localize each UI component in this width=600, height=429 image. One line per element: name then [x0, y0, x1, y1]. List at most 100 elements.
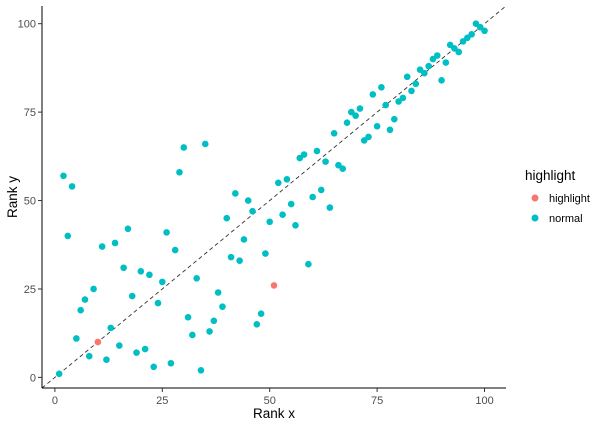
point-normal-19 [141, 345, 149, 353]
point-normal-44 [249, 207, 256, 215]
point-normal-30 [189, 331, 196, 339]
point-normal-9 [98, 243, 106, 250]
point-normal-28 [180, 144, 188, 151]
x-tick-label-75: 75 [371, 395, 383, 407]
point-normal-74 [382, 101, 390, 109]
y-axis-title: Rank y [5, 176, 20, 218]
reference-line-y-equals-x [41, 5, 507, 389]
point-normal-84 [425, 62, 432, 70]
point-normal-23 [159, 278, 166, 286]
point-normal-37 [219, 303, 226, 310]
point-normal-15 [124, 225, 132, 233]
x-tick-label-50: 50 [264, 395, 276, 407]
point-normal-24 [163, 229, 170, 236]
point-normal-32 [197, 367, 205, 374]
point-normal-52 [287, 200, 295, 208]
point-normal-57 [309, 193, 316, 201]
y-tick-label-100: 100 [18, 19, 36, 31]
point-normal-39 [227, 253, 235, 261]
point-normal-64 [339, 165, 347, 172]
point-normal-21 [150, 363, 157, 371]
legend-title: highlight [525, 168, 576, 183]
point-normal-88 [442, 59, 450, 66]
point-normal-26 [171, 246, 179, 254]
point-normal-59 [317, 186, 325, 194]
point-normal-2 [64, 232, 72, 240]
point-normal-11 [107, 324, 115, 332]
x-tick-label-25: 25 [156, 395, 168, 407]
point-normal-41 [236, 257, 243, 264]
point-normal-17 [133, 349, 140, 356]
point-normal-35 [210, 317, 218, 325]
point-normal-79 [403, 73, 411, 81]
point-normal-83 [421, 69, 428, 77]
point-normal-31 [193, 275, 200, 282]
legend: highlight highlight normal [525, 168, 590, 225]
point-normal-73 [378, 84, 385, 91]
point-normal-38 [223, 214, 231, 222]
point-normal-10 [103, 356, 110, 364]
point-normal-6 [81, 296, 89, 303]
point-normal-80 [408, 87, 415, 95]
point-normal-3 [68, 183, 76, 190]
point-normal-68 [356, 105, 364, 112]
points-layer [55, 20, 488, 378]
point-normal-81 [412, 80, 420, 88]
point-normal-14 [120, 264, 127, 272]
point-normal-43 [244, 197, 252, 204]
x-axis-title: Rank x [253, 406, 295, 421]
point-normal-12 [111, 239, 119, 247]
point-highlight-1 [270, 282, 278, 289]
point-normal-58 [313, 147, 321, 155]
point-normal-72 [373, 122, 381, 130]
point-normal-70 [365, 133, 372, 141]
point-normal-71 [369, 91, 377, 98]
point-normal-49 [275, 179, 282, 187]
point-normal-62 [330, 130, 338, 137]
point-normal-29 [184, 313, 192, 321]
point-normal-50 [279, 211, 286, 218]
legend-key-normal [531, 214, 539, 222]
point-normal-0 [55, 370, 63, 378]
point-normal-75 [386, 126, 394, 134]
point-normal-34 [206, 328, 213, 335]
point-normal-55 [300, 151, 308, 158]
point-normal-61 [326, 204, 334, 211]
point-normal-1 [60, 172, 67, 180]
point-normal-51 [283, 176, 291, 183]
point-normal-46 [257, 310, 265, 318]
point-normal-94 [468, 31, 475, 38]
point-normal-8 [90, 285, 97, 293]
legend-label-highlight: highlight [549, 193, 590, 205]
point-normal-91 [455, 48, 463, 56]
point-normal-18 [137, 267, 145, 275]
x-tick-label-100: 100 [475, 395, 493, 407]
legend-key-highlight [531, 194, 539, 202]
y-tick-label-0: 0 [30, 372, 36, 384]
point-normal-78 [399, 94, 407, 102]
axes-layer [41, 6, 506, 389]
x-tick-label-0: 0 [52, 395, 58, 407]
point-normal-48 [266, 218, 274, 226]
point-normal-45 [253, 321, 261, 328]
point-normal-76 [391, 115, 398, 123]
point-normal-20 [146, 271, 153, 279]
point-normal-33 [201, 140, 209, 148]
point-normal-13 [116, 342, 123, 349]
point-normal-5 [77, 306, 84, 314]
point-normal-25 [167, 359, 175, 367]
point-normal-4 [73, 335, 80, 342]
point-highlight-0 [94, 338, 102, 346]
point-normal-53 [292, 222, 299, 229]
y-tick-label-75: 75 [24, 107, 36, 119]
point-normal-22 [154, 299, 162, 307]
point-normal-56 [305, 260, 312, 268]
legend-label-normal: normal [549, 213, 583, 225]
point-normal-27 [176, 168, 183, 176]
y-tick-label-25: 25 [24, 284, 36, 296]
point-normal-86 [433, 52, 441, 59]
point-normal-97 [481, 27, 488, 35]
point-normal-87 [438, 76, 445, 84]
y-tick-label-50: 50 [24, 196, 36, 208]
